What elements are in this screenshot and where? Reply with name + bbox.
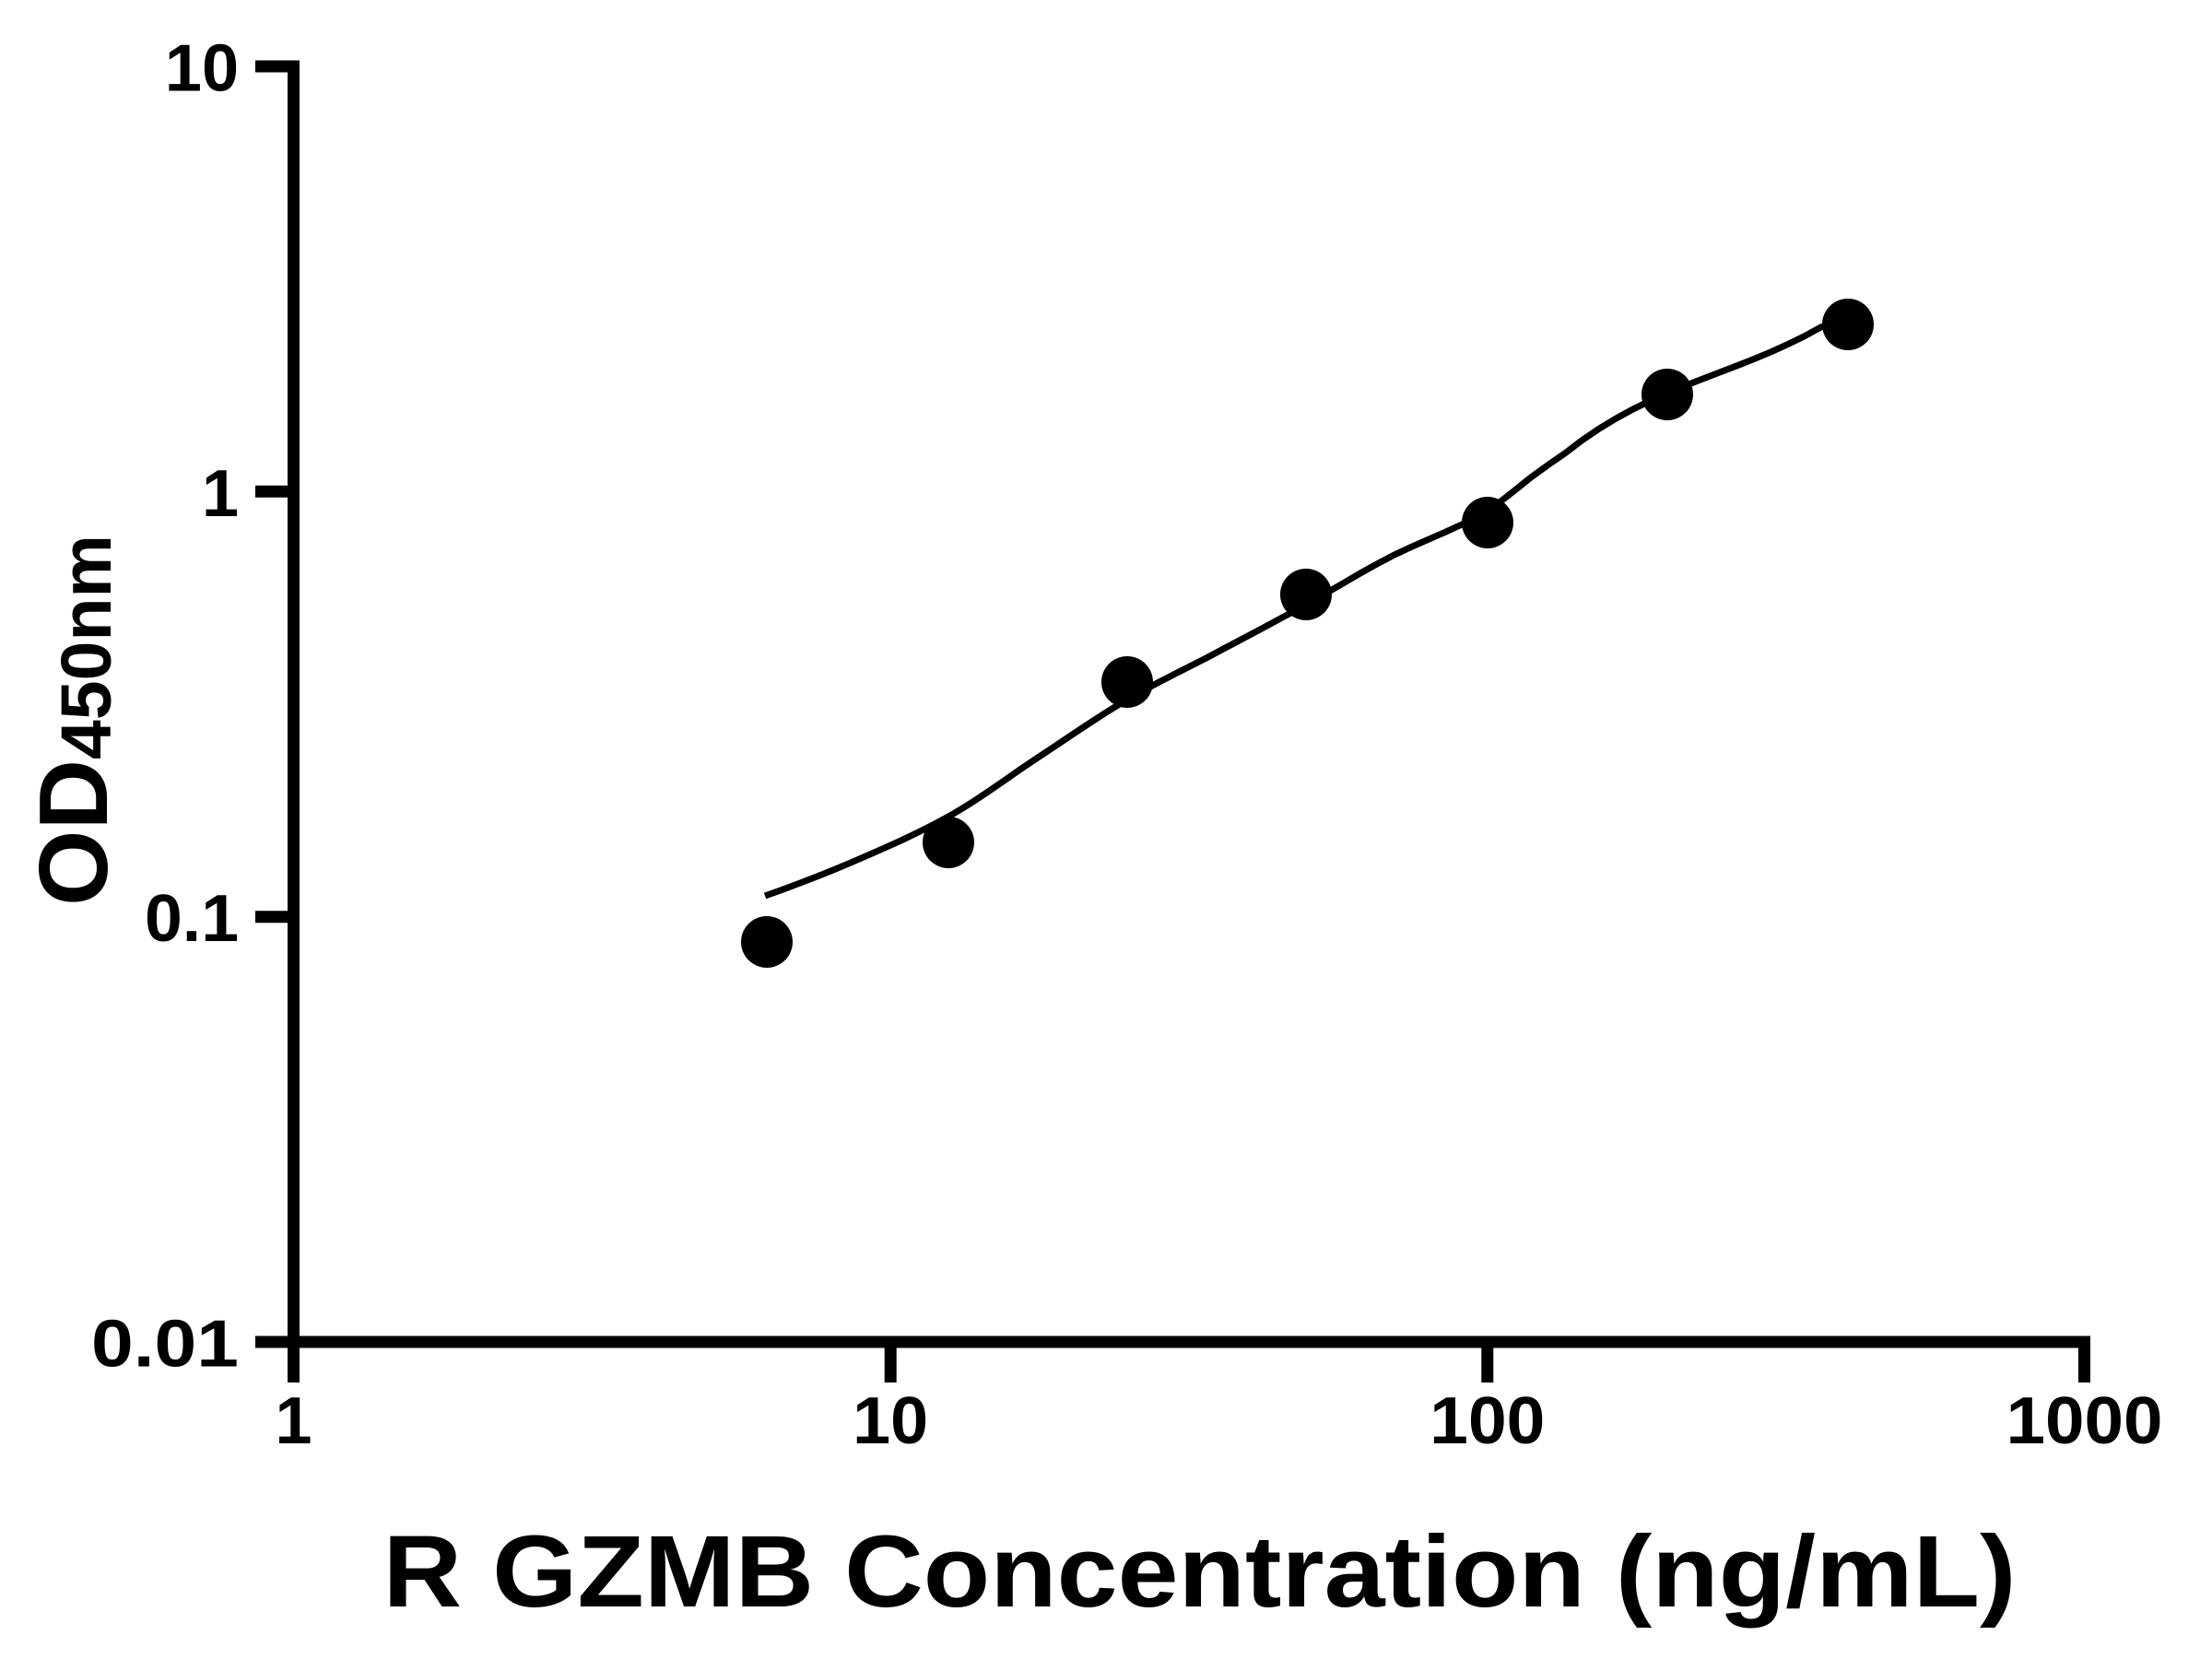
svg-text:10: 10 (853, 1384, 928, 1458)
svg-text:1: 1 (275, 1384, 312, 1458)
svg-text:0.01: 0.01 (91, 1308, 239, 1382)
svg-text:R GZMB Concentration (ng/mL): R GZMB Concentration (ng/mL) (383, 1515, 2017, 1629)
svg-text:0.1: 0.1 (145, 882, 239, 956)
svg-text:10: 10 (165, 32, 239, 106)
svg-text:1000: 1000 (2006, 1384, 2163, 1458)
svg-text:100: 100 (1430, 1384, 1545, 1458)
svg-text:1: 1 (202, 457, 239, 531)
